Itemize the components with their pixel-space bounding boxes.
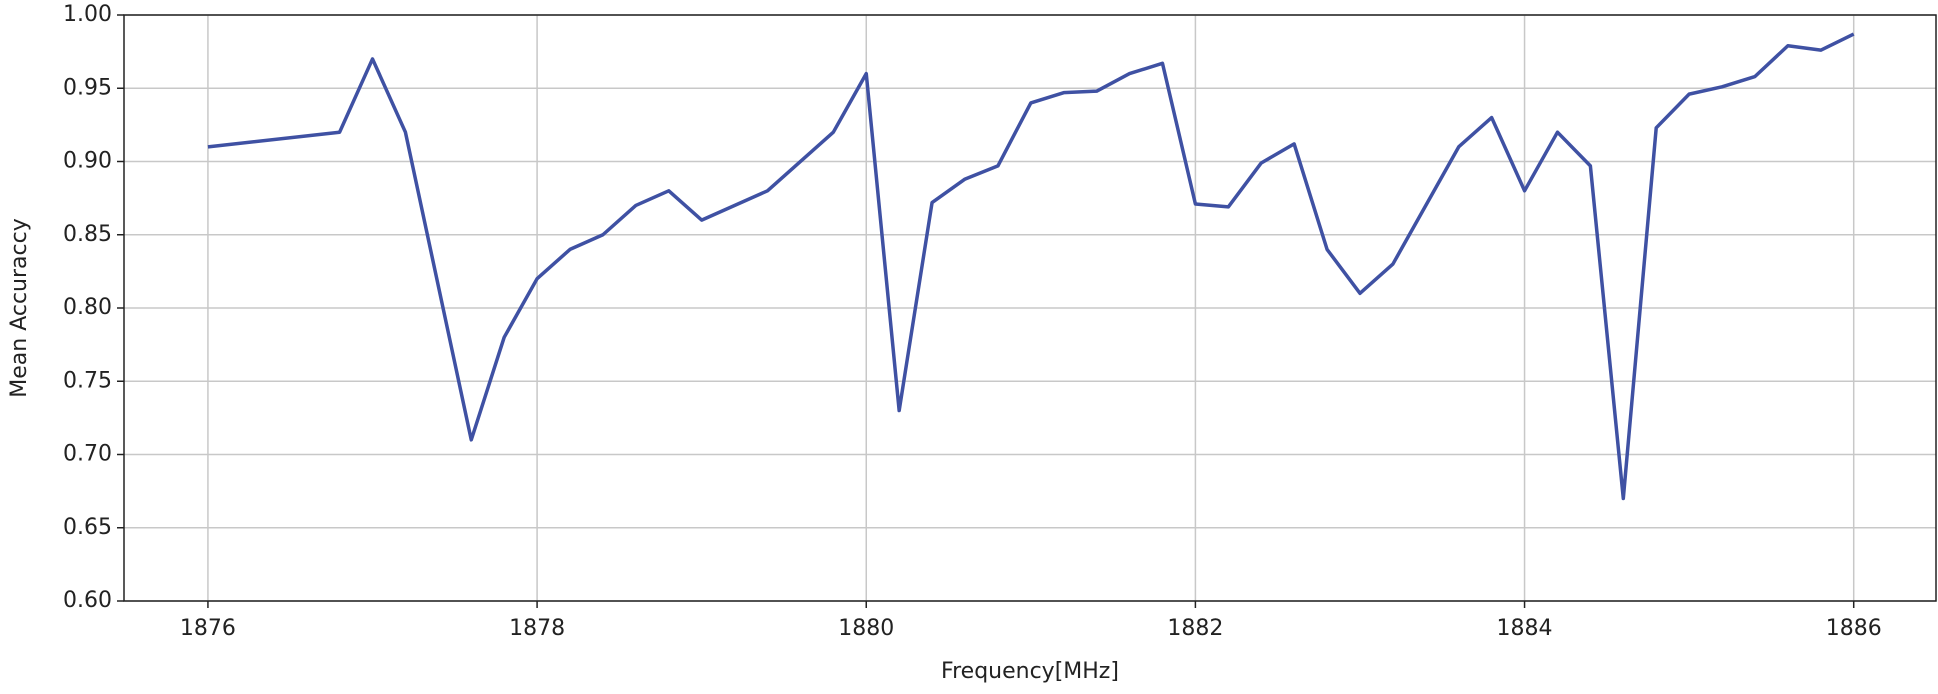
plot-frame [123,14,1937,602]
x-axis-label: Frequency[MHz] [941,659,1119,684]
y-tick-label: 0.80 [63,295,112,320]
x-tick-label: 1882 [1167,616,1223,641]
y-tick-label: 0.75 [63,368,112,393]
y-tick-label: 0.95 [63,75,112,100]
y-tick-label: 0.85 [63,222,112,247]
x-tick-label: 1878 [509,616,565,641]
y-tick-label: 0.70 [63,442,112,467]
y-tick-label: 0.90 [63,149,112,174]
y-tick-label: 1.00 [63,2,112,27]
x-tick-label: 1884 [1497,616,1553,641]
data-line [207,32,1855,501]
y-tick-label: 0.60 [63,588,112,613]
x-tick-label: 1886 [1826,616,1882,641]
y-tick-label: 0.65 [63,515,112,540]
x-tick-label: 1876 [180,616,236,641]
x-tick-label: 1880 [838,616,894,641]
y-axis-label: Mean Accuraccy [7,218,32,397]
